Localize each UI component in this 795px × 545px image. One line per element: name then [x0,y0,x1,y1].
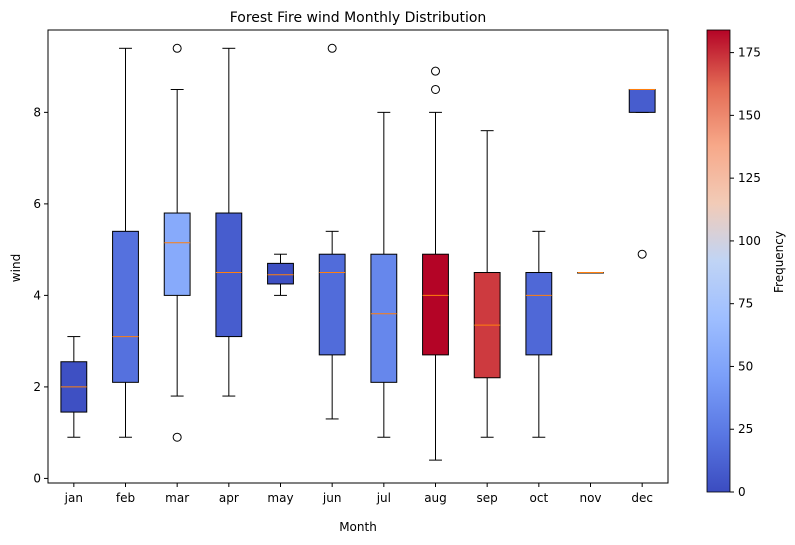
outlier-mar-1 [172,43,182,53]
x-tick-label-oct: oct [530,491,549,505]
y-tick-label-6: 6 [33,197,41,211]
x-tick-label-mar: mar [165,491,189,505]
colorbar-tick-label-175: 175 [738,46,761,60]
box-dec [628,88,656,113]
colorbar-tick-label-125: 125 [738,171,761,185]
x-tick-label-jun: jun [322,491,342,505]
box-group-jul [370,111,398,438]
colorbar-tick-label-50: 50 [738,359,753,373]
outlier-mar-0 [172,432,182,442]
colorbar-label: Frequency [772,231,786,293]
box-group-jun [318,43,346,420]
outlier-aug-1 [431,66,440,76]
box-mar [163,212,191,296]
x-tick-label-aug: aug [424,491,447,505]
plot-frame [47,29,669,484]
y-tick-label-8: 8 [33,105,41,119]
box-group-sep [473,130,501,438]
chart-title: Forest Fire wind Monthly Distribution [230,10,487,26]
box-oct [525,272,553,356]
colorbar [706,29,731,493]
x-tick-label-jan: jan [64,491,83,505]
x-tick-label-feb: feb [116,491,135,505]
box-group-dec [628,88,656,259]
box-aug [422,253,449,356]
colorbar-tick-label-75: 75 [738,297,753,311]
y-axis: 0 2 4 6 8 [33,105,48,485]
x-tick-label-jul: jul [376,491,391,505]
box-jul [370,253,398,383]
x-axis-label: Month [339,520,377,534]
colorbar-tick-label-25: 25 [738,422,753,436]
box-apr [215,212,243,338]
x-tick-label-sep: sep [477,491,498,505]
box-group-apr [215,47,243,397]
x-tick-label-dec: dec [631,491,653,505]
colorbar-tick-label-150: 150 [738,108,761,122]
x-tick-label-nov: nov [579,491,601,505]
y-tick-label-2: 2 [33,380,41,394]
y-axis-label: wind [9,254,23,282]
colorbar-tick-label-100: 100 [738,234,761,248]
outlier-aug-0 [431,84,440,94]
outlier-jun-0 [327,43,337,53]
plot-area [60,43,656,461]
x-tick-label-may: may [267,491,293,505]
box-group-nov [577,272,604,274]
y-tick-label-0: 0 [33,471,41,485]
box-group-feb [112,47,139,438]
colorbar-tick-label-0: 0 [738,485,746,499]
box-group-jan [60,336,88,438]
box-group-may [267,253,294,296]
colorbar-axis: 0 25 50 75 100 125 150 175 [730,46,761,499]
box-may [267,262,294,285]
y-tick-label-4: 4 [33,288,41,302]
box-group-mar [163,43,191,442]
x-axis: jan feb mar apr may jun jul aug sep oct nov dec [64,483,653,505]
box-jun [318,253,346,356]
box-group-aug [422,66,449,461]
box-feb [112,230,139,383]
box-group-oct [525,230,553,438]
x-tick-label-apr: apr [219,491,239,505]
outlier-dec-0 [637,249,647,259]
